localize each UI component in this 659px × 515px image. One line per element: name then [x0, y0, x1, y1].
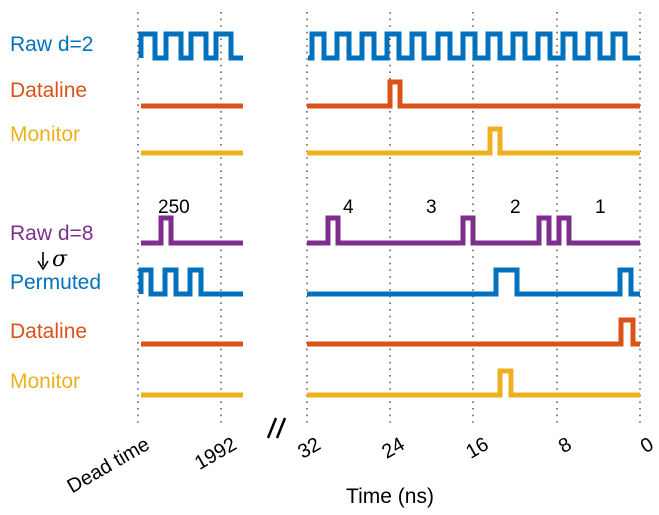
- label-raw-d8: Raw d=8: [10, 222, 93, 245]
- interval-label-250: 250: [158, 197, 190, 218]
- signal-traces: [138, 31, 640, 398]
- interval-label-3: 3: [426, 197, 437, 218]
- label-permuted: Permuted: [10, 271, 101, 294]
- trace-dataline-bottom-right: [307, 317, 640, 347]
- tick-label-16: 16: [462, 433, 492, 463]
- trace-monitor-bottom-right: [307, 368, 640, 398]
- tick-label-32: 32: [294, 433, 324, 463]
- trace-raw-d2-left: [138, 31, 243, 61]
- label-dataline-bottom: Dataline: [10, 320, 87, 343]
- trace-monitor-top-right: [307, 126, 640, 156]
- label-raw-d2: Raw d=2: [10, 33, 93, 56]
- label-monitor-bottom: Monitor: [10, 370, 80, 393]
- grid-lines: [137, 12, 641, 424]
- trace-permuted-left: [138, 267, 243, 297]
- trace-dataline-top-right: [307, 79, 640, 109]
- interval-label-1: 1: [595, 197, 606, 218]
- trace-permuted-right: [307, 267, 640, 297]
- x-axis-title: Time (ns): [346, 485, 434, 508]
- tick-label-24: 24: [378, 433, 408, 463]
- trace-raw-d8-left: [141, 215, 243, 246]
- tick-label-8: 8: [555, 433, 576, 458]
- tick-label-dead-time: Dead time: [64, 433, 154, 498]
- label-dataline-top: Dataline: [10, 79, 87, 102]
- axis-break-marker: [266, 417, 287, 439]
- interval-label-4: 4: [343, 197, 354, 218]
- tick-label-1992: 1992: [191, 433, 241, 474]
- permutation-arrow-icon: [37, 252, 49, 271]
- label-monitor-top: Monitor: [10, 123, 80, 146]
- interval-label-2: 2: [510, 197, 521, 218]
- trace-raw-d2-right: [308, 31, 640, 61]
- trace-raw-d8-right: [307, 215, 640, 246]
- tick-label-0: 0: [637, 433, 658, 458]
- sigma-symbol: σ: [52, 247, 68, 272]
